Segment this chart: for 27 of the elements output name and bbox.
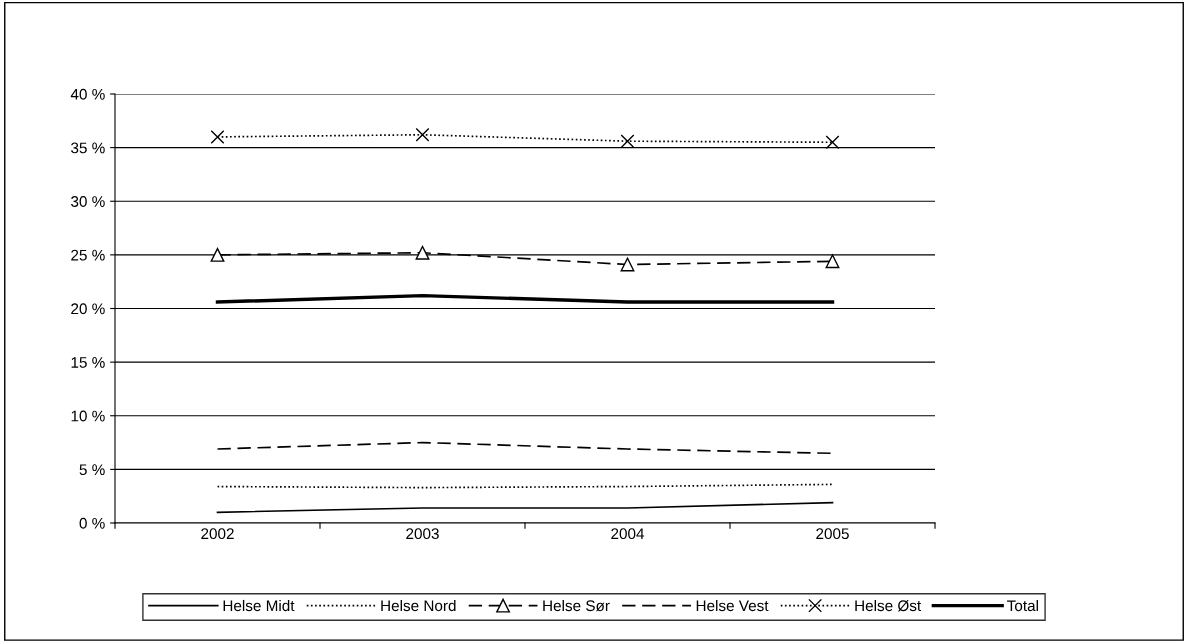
y-tick-label: 35 %	[71, 142, 105, 154]
point	[415, 127, 430, 142]
point	[210, 247, 225, 262]
point	[825, 135, 840, 150]
x-tick-label: 2003	[406, 528, 439, 540]
legend-label: Helse Nord	[381, 599, 456, 612]
point	[825, 254, 840, 269]
point	[620, 257, 635, 272]
point	[620, 134, 635, 149]
legend-label: Total	[1007, 599, 1038, 612]
y-tick-label: 20 %	[71, 303, 105, 315]
x-tick-label: 2002	[201, 528, 234, 540]
x-tick-label: 2005	[816, 528, 849, 540]
legend-label: Helse Midt	[223, 599, 295, 612]
legend-label: Helse Sør	[543, 599, 610, 612]
y-tick-label: 40 %	[70, 88, 105, 100]
y-tick-label: 0 %	[79, 517, 105, 529]
x-tick-label: 2004	[611, 528, 645, 540]
legend-label: Helse Vest	[696, 599, 769, 612]
y-tick-label: 5 %	[79, 464, 105, 476]
point	[415, 245, 430, 260]
legend-label: Helse Øst	[855, 599, 922, 612]
point	[210, 129, 225, 144]
y-tick-label: 30 %	[71, 196, 105, 207]
y-tick-label: 10 %	[71, 410, 105, 422]
y-tick-label: 25 %	[71, 249, 105, 261]
y-tick-label: 15 %	[71, 357, 105, 368]
